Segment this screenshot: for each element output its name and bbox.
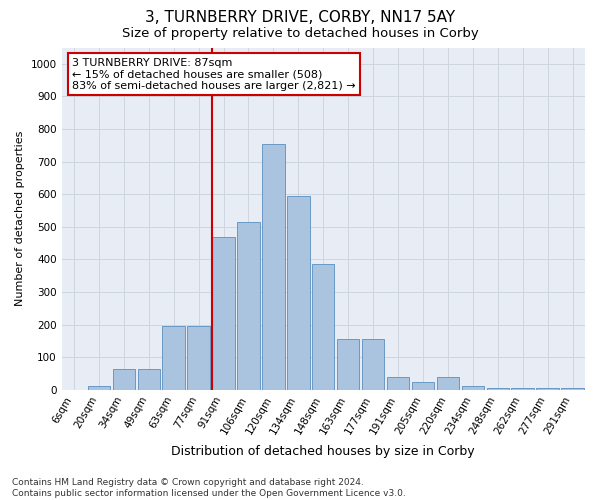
Text: Contains HM Land Registry data © Crown copyright and database right 2024.
Contai: Contains HM Land Registry data © Crown c… [12, 478, 406, 498]
Y-axis label: Number of detached properties: Number of detached properties [15, 131, 25, 306]
Bar [163, 326, 185, 390]
Bar [387, 377, 409, 390]
Bar [437, 377, 459, 390]
Bar [287, 196, 310, 390]
Bar [562, 388, 584, 390]
Bar [412, 382, 434, 390]
Bar [487, 388, 509, 390]
Bar [187, 326, 210, 390]
Bar [137, 368, 160, 390]
Bar [262, 144, 284, 390]
Bar [362, 340, 385, 390]
Bar [237, 222, 260, 390]
X-axis label: Distribution of detached houses by size in Corby: Distribution of detached houses by size … [172, 444, 475, 458]
Bar [461, 386, 484, 390]
Bar [212, 236, 235, 390]
Bar [312, 264, 334, 390]
Bar [511, 388, 534, 390]
Bar [337, 340, 359, 390]
Bar [536, 388, 559, 390]
Text: Size of property relative to detached houses in Corby: Size of property relative to detached ho… [122, 28, 478, 40]
Text: 3, TURNBERRY DRIVE, CORBY, NN17 5AY: 3, TURNBERRY DRIVE, CORBY, NN17 5AY [145, 10, 455, 25]
Bar [113, 368, 135, 390]
Text: 3 TURNBERRY DRIVE: 87sqm
← 15% of detached houses are smaller (508)
83% of semi-: 3 TURNBERRY DRIVE: 87sqm ← 15% of detach… [72, 58, 356, 91]
Bar [88, 386, 110, 390]
